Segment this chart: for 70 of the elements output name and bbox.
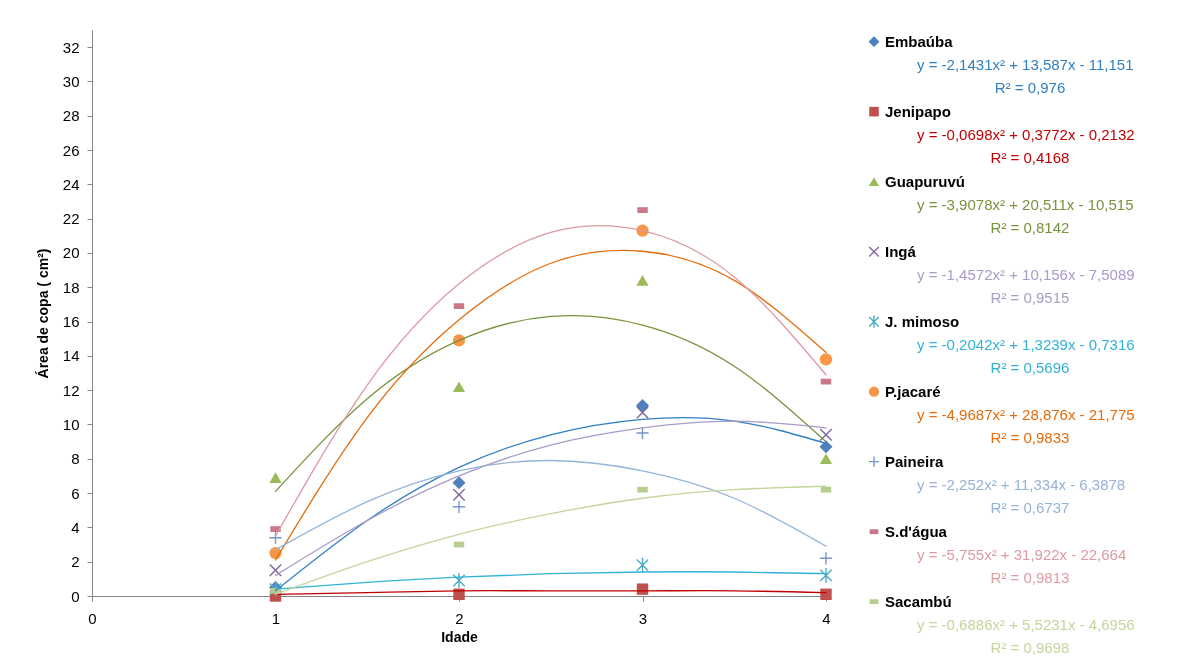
point (636, 406, 649, 419)
y-tick-label: 14 (62, 347, 80, 365)
x-tick-label: 4 (822, 609, 831, 627)
text: R² = 0,8142 (990, 219, 1070, 237)
y-tick-label: 0 (71, 587, 80, 605)
point (819, 551, 833, 566)
legend-label: Jenipapo (885, 102, 951, 120)
y-tick-label: 2 (71, 553, 80, 571)
point (452, 476, 466, 490)
text: R² = 0,6737 (990, 499, 1070, 517)
point (636, 275, 649, 286)
y-tick-label: 22 (62, 210, 80, 228)
x-tick-label: 3 (638, 609, 648, 627)
text: y = -2,252x² + 11,334x - 6,3878 (917, 476, 1126, 493)
y-axis-title: Área de copa ( cm²) (34, 248, 51, 379)
text: y = -1,4572x² + 10,156x - 7,5089 (917, 266, 1135, 283)
point (636, 557, 649, 574)
point (268, 530, 283, 545)
x-axis-title: Idade (441, 628, 478, 645)
y-tick-label: 12 (62, 381, 80, 399)
y-tick-label: 20 (62, 244, 80, 262)
text: y = -2,1431x² + 13,587x - 11,151 (917, 56, 1134, 73)
legend-label: Embaúba (885, 32, 954, 50)
legend-label: Ingá (885, 242, 917, 260)
text: y = -0,6886x² + 5,5231x - 4,6956 (917, 616, 1135, 633)
y-tick-label: 18 (62, 278, 80, 296)
point (269, 472, 282, 483)
text: R² = 0,9698 (990, 639, 1070, 657)
text: y = -4,9687x² + 28,876x - 21,775 (917, 406, 1135, 423)
legend-label: J. mimoso (885, 312, 960, 330)
y-tick-label: 24 (62, 175, 80, 193)
text: R² = 0,9833 (990, 429, 1070, 447)
x-tick-label: 0 (88, 609, 97, 627)
y-tick-label: 32 (62, 38, 80, 56)
x-tick-label: 2 (455, 609, 464, 627)
point (820, 588, 832, 600)
text: R² = 0,9813 (990, 569, 1070, 587)
text: R² = 0,976 (994, 79, 1066, 97)
legend-label: S.d'água (885, 522, 948, 540)
point (819, 440, 833, 454)
point (819, 353, 833, 366)
text: R² = 0,5696 (990, 359, 1070, 377)
y-tick-label: 10 (62, 415, 80, 433)
point (452, 499, 466, 514)
legend-label: Paineira (885, 452, 945, 470)
point (269, 563, 282, 577)
text: y = -5,755x² + 31,922x - 22,664 (917, 546, 1127, 563)
y-tick-label: 4 (71, 518, 80, 536)
text: R² = 0,9515 (990, 289, 1070, 307)
legend-label: Sacambú (885, 592, 952, 610)
y-tick-label: 26 (62, 141, 80, 159)
y-tick-label: 28 (62, 107, 80, 125)
text: y = -3,9078x² + 20,511x - 10,515 (917, 196, 1134, 213)
point (819, 428, 833, 442)
legend-label: P.jacaré (885, 382, 941, 400)
y-tick-label: 8 (71, 450, 80, 468)
text: y = -0,2042x² + 1,3239x - 0,7316 (917, 336, 1135, 353)
point (819, 567, 833, 584)
point (452, 488, 466, 502)
point (452, 381, 466, 393)
point (452, 572, 466, 589)
legend-label: Guapuruvú (885, 172, 966, 190)
text: y = -0,0698x² + 0,3772x - 0,2132 (917, 126, 1135, 143)
y-tick-label: 6 (71, 484, 80, 502)
point (635, 426, 650, 440)
text: R² = 0,4168 (990, 149, 1070, 167)
point (819, 453, 833, 465)
y-tick-label: 30 (62, 72, 80, 90)
x-tick-label: 1 (271, 609, 281, 627)
y-tick-label: 16 (62, 313, 80, 331)
